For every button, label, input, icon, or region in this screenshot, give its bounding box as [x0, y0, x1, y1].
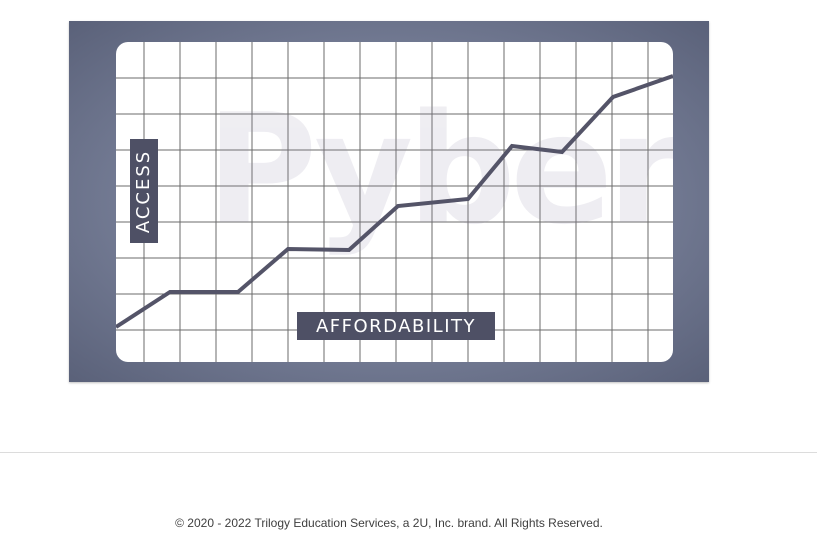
hero-image: Pyber ACCESS AFFORDABILITY	[69, 21, 709, 382]
copyright-text: © 2020 - 2022 Trilogy Education Services…	[175, 516, 603, 530]
grid-lines	[116, 42, 673, 362]
trend-graphic	[116, 74, 673, 329]
y-axis-label-text: ACCESS	[133, 149, 155, 233]
footer-divider	[0, 452, 817, 453]
y-axis-label: ACCESS	[130, 139, 158, 243]
x-axis-label: AFFORDABILITY	[297, 312, 495, 340]
grid-graphic	[116, 42, 673, 362]
hero-card: Pyber ACCESS AFFORDABILITY	[116, 42, 673, 362]
trend-line	[116, 74, 673, 329]
